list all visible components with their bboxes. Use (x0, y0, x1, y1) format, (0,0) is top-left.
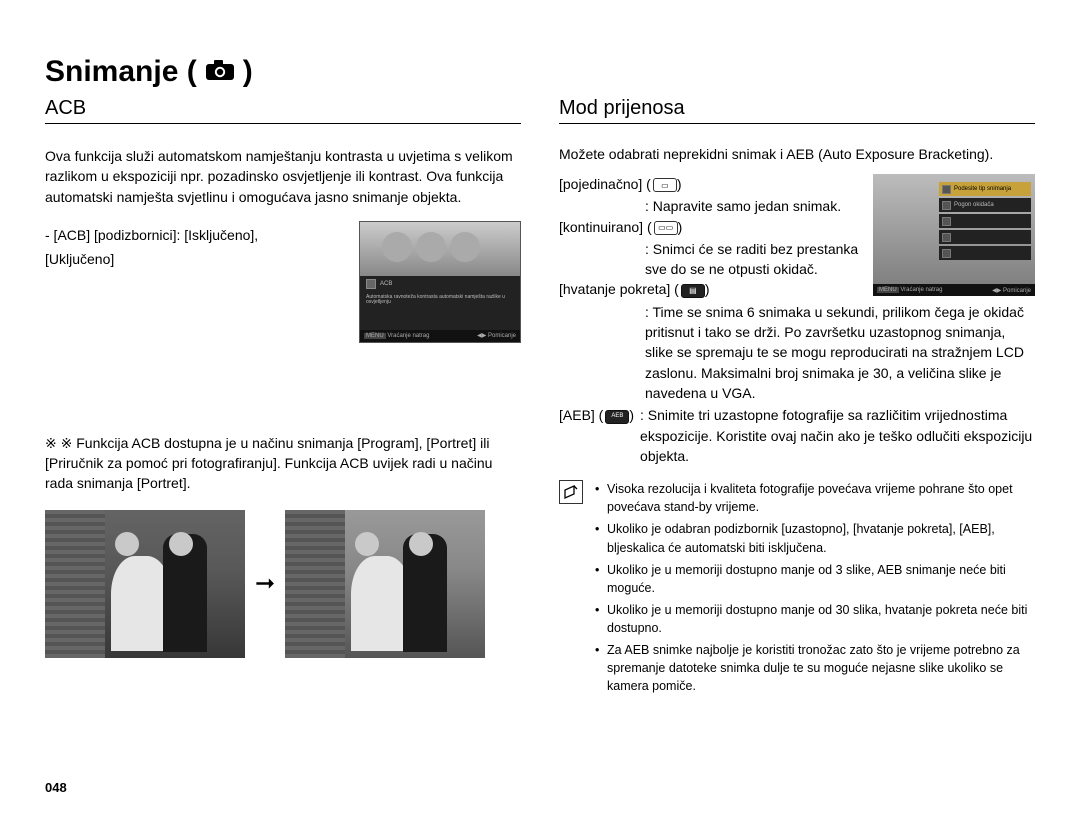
title-text: Snimanje ( (45, 55, 197, 89)
note-list: Visoka rezolucija i kvaliteta fotografij… (595, 480, 1035, 699)
note-item: Visoka rezolucija i kvaliteta fotografij… (595, 480, 1035, 516)
arrow-icon: ➞ (255, 569, 275, 598)
opt-single-desc: : Napravite samo jedan snimak. (559, 196, 859, 216)
continuous-icon: ▭▭ (654, 221, 678, 235)
sc-menu-desc: Automatska ravnoteža kontrasta automatsk… (366, 295, 514, 306)
sc2-back: Vraćanje natrag (900, 287, 942, 293)
acb-note-text: ※ Funkcija ACB dostupna je u načinu snim… (45, 435, 492, 492)
sc-menu-label: ACB (380, 281, 392, 287)
drive-screenshot: Podesite tip snimanja Pogon okidača MENU… (873, 174, 1035, 296)
opt-cont-label: [kontinuirano] (559, 219, 643, 235)
left-column: ACB Ova funkcija služi automatskom namje… (45, 97, 521, 700)
opt-aeb-label: [AEB] (559, 407, 595, 423)
acb-note: ※ ※ Funkcija ACB dostupna je u načinu sn… (45, 433, 521, 494)
page-number: 048 (45, 780, 67, 795)
acb-submenu-line2: [Uključeno] (45, 249, 343, 269)
single-icon: ▭ (653, 178, 677, 192)
title-close: ) (243, 55, 253, 89)
note-box: Visoka rezolucija i kvaliteta fotografij… (559, 480, 1035, 699)
sc2-row2: Pogon okidača (954, 202, 994, 208)
right-column: Mod prijenosa Možete odabrati neprekidni… (559, 97, 1035, 700)
acb-screenshot: ACB Automatska ravnoteža kontrasta autom… (359, 221, 521, 343)
sc2-move: Pomicanje (1003, 288, 1031, 294)
note-icon (559, 480, 583, 504)
note-item: Za AEB snimke najbolje je koristiti tron… (595, 641, 1035, 695)
opt-aeb-desc: : Snimite tri uzastopne fotografije sa r… (640, 405, 1035, 466)
drive-intro: Možete odabrati neprekidni snimak i AEB … (559, 146, 1035, 162)
sc-move: Pomicanje (488, 333, 516, 339)
opt-single-label: [pojedinačno] (559, 176, 642, 192)
note-item: Ukoliko je u memoriji dostupno manje od … (595, 561, 1035, 597)
sc-back: Vraćanje natrag (387, 333, 429, 339)
page-title: Snimanje ( ) (45, 55, 1035, 89)
aeb-icon: AEB (605, 410, 629, 424)
acb-submenu-line1: - [ACB] [podizbornici]: [Isključeno], (45, 225, 343, 245)
section-title-acb: ACB (45, 97, 521, 124)
section-title-drive: Mod prijenosa (559, 97, 1035, 124)
photo-after (285, 510, 485, 658)
motion-icon: ▤ (681, 284, 705, 298)
note-item: Ukoliko je u memoriji dostupno manje od … (595, 601, 1035, 637)
photo-before (45, 510, 245, 658)
photo-comparison: ➞ (45, 510, 521, 658)
note-item: Ukoliko je odabran podizbornik [uzastopn… (595, 520, 1035, 556)
opt-cont-desc: : Snimci će se raditi bez prestanka sve … (559, 239, 859, 280)
opt-motion-label: [hvatanje pokreta] (559, 281, 670, 297)
camera-icon (205, 55, 235, 89)
opt-motion-desc: : Time se snima 6 snimaka u sekundi, pri… (559, 302, 1035, 403)
sc2-row1: Podesite tip snimanja (954, 186, 1011, 192)
acb-intro: Ova funkcija služi automatskom namještan… (45, 146, 521, 207)
